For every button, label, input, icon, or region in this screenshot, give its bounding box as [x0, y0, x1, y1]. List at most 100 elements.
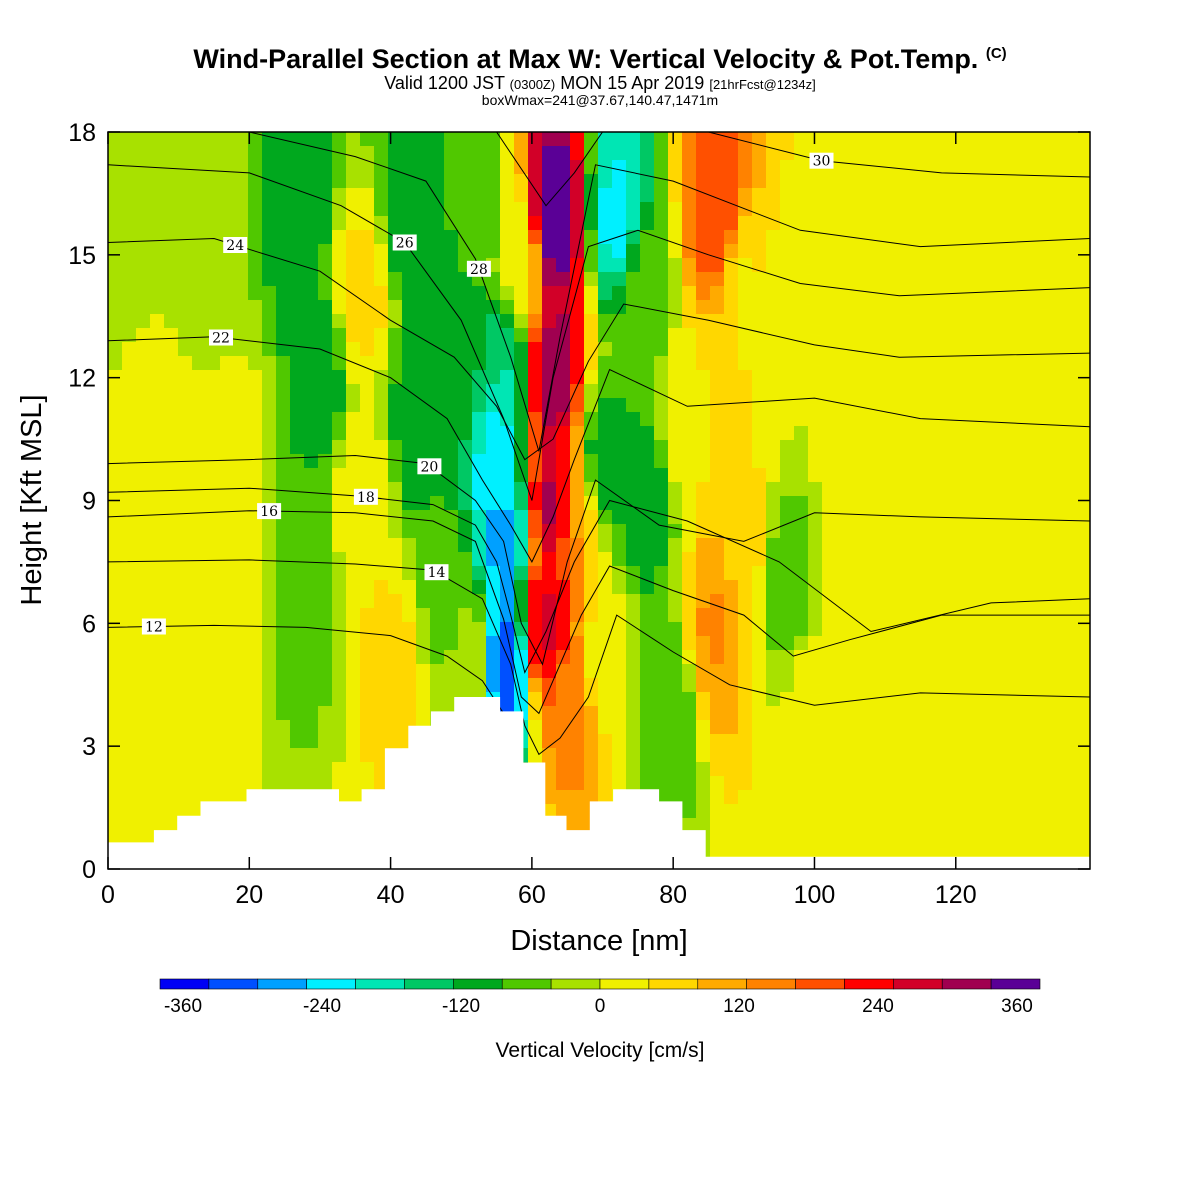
field-cell — [528, 608, 543, 623]
field-cell — [206, 188, 221, 203]
field-cell — [780, 454, 795, 469]
field-cell — [1032, 132, 1047, 147]
field-cell — [164, 426, 179, 441]
field-cell — [598, 454, 613, 469]
field-cell — [108, 202, 123, 217]
field-cell — [640, 202, 655, 217]
field-cell — [724, 762, 739, 777]
field-cell — [920, 230, 935, 245]
field-cell — [290, 748, 305, 763]
field-cell — [514, 160, 529, 175]
field-cell — [1004, 622, 1019, 637]
field-cell — [192, 510, 207, 525]
field-cell — [136, 202, 151, 217]
field-cell — [486, 132, 501, 147]
field-cell — [640, 384, 655, 399]
field-cell — [556, 538, 571, 553]
field-cell — [472, 384, 487, 399]
field-cell — [1046, 426, 1061, 441]
field-cell — [570, 804, 585, 819]
field-cell — [934, 622, 949, 637]
field-cell — [878, 720, 893, 735]
field-cell — [570, 328, 585, 343]
field-cell — [850, 216, 865, 231]
field-cell — [290, 412, 305, 427]
field-cell — [920, 370, 935, 385]
field-cell — [1046, 160, 1061, 175]
field-cell — [150, 412, 165, 427]
field-cell — [430, 398, 445, 413]
field-cell — [738, 454, 753, 469]
field-cell — [556, 160, 571, 175]
field-cell — [1004, 272, 1019, 287]
field-cell — [724, 790, 739, 805]
field-cell — [374, 622, 389, 637]
field-cell — [780, 790, 795, 805]
field-cell — [780, 342, 795, 357]
field-cell — [934, 398, 949, 413]
y-tick-label: 6 — [82, 610, 96, 638]
field-cell — [892, 258, 907, 273]
field-cell — [612, 720, 627, 735]
field-cell — [262, 706, 277, 721]
field-cell — [738, 594, 753, 609]
field-cell — [878, 132, 893, 147]
field-cell — [122, 188, 137, 203]
field-cell — [822, 748, 837, 763]
field-cell — [1018, 328, 1033, 343]
field-cell — [528, 384, 543, 399]
field-cell — [780, 244, 795, 259]
field-cell — [220, 650, 235, 665]
field-cell — [836, 580, 851, 595]
field-cell — [206, 314, 221, 329]
field-cell — [500, 384, 515, 399]
field-cell — [920, 482, 935, 497]
field-cell — [486, 230, 501, 245]
field-cell — [696, 426, 711, 441]
terrain-shape — [108, 697, 1090, 869]
field-cell — [472, 244, 487, 259]
field-cell — [444, 440, 459, 455]
field-cell — [752, 384, 767, 399]
colorbar-swatch — [648, 978, 699, 990]
field-cell — [626, 174, 641, 189]
field-cell — [836, 412, 851, 427]
field-cell — [766, 160, 781, 175]
field-cell — [850, 202, 865, 217]
field-cell — [654, 692, 669, 707]
field-cell — [206, 468, 221, 483]
field-cell — [948, 244, 963, 259]
field-cell — [570, 818, 585, 833]
field-cell — [696, 566, 711, 581]
field-cell — [654, 188, 669, 203]
field-cell — [584, 342, 599, 357]
field-cell — [892, 594, 907, 609]
field-cell — [752, 734, 767, 749]
field-cell — [346, 412, 361, 427]
field-cell — [136, 538, 151, 553]
field-cell — [360, 328, 375, 343]
field-cell — [360, 300, 375, 315]
field-cell — [1018, 132, 1033, 147]
field-cell — [164, 370, 179, 385]
field-cell — [542, 650, 557, 665]
field-cell — [668, 314, 683, 329]
field-cell — [136, 594, 151, 609]
field-cell — [654, 678, 669, 693]
field-cell — [570, 566, 585, 581]
field-cell — [178, 272, 193, 287]
field-cell — [696, 790, 711, 805]
field-cell — [612, 706, 627, 721]
theta-label-bg — [353, 488, 378, 505]
field-cell — [934, 160, 949, 175]
field-cell — [150, 482, 165, 497]
field-cell — [192, 202, 207, 217]
field-cell — [1032, 482, 1047, 497]
field-cell — [374, 468, 389, 483]
field-cell — [276, 454, 291, 469]
field-cell — [948, 692, 963, 707]
field-cell — [906, 818, 921, 833]
field-cell — [136, 706, 151, 721]
field-cell — [262, 440, 277, 455]
field-cell — [1046, 370, 1061, 385]
